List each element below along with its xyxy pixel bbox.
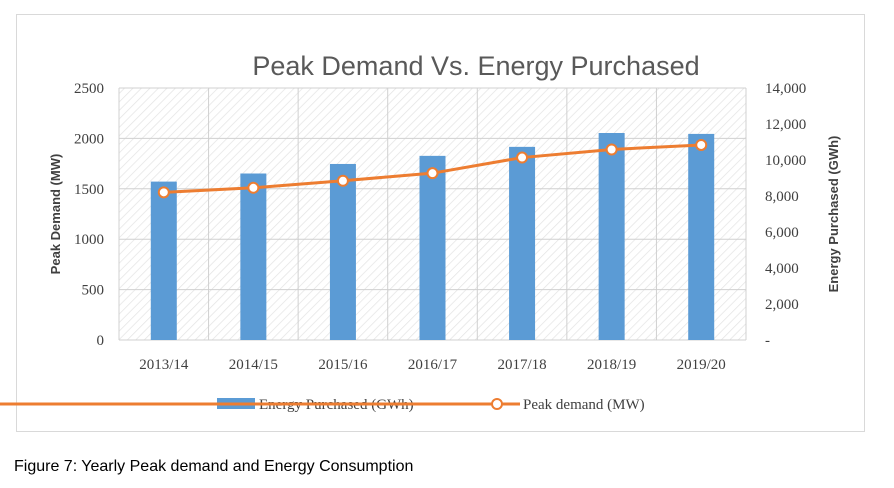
right-tick-label: 14,000 xyxy=(765,81,806,97)
bar-series xyxy=(150,133,715,340)
left-tick-label: 2000 xyxy=(74,131,104,147)
left-tick-label: 0 xyxy=(97,333,105,349)
x-tick-label: 2016/17 xyxy=(408,357,458,373)
left-tick-label: 1500 xyxy=(74,182,104,198)
x-tick-label: 2014/15 xyxy=(229,357,278,373)
left-tick-label: 1000 xyxy=(74,232,104,248)
right-tick-label: 8,000 xyxy=(765,189,799,205)
line-point xyxy=(426,167,439,180)
bar xyxy=(240,173,267,340)
left-tick-label: 2500 xyxy=(74,81,104,97)
right-tick-label: - xyxy=(765,333,770,349)
legend: Energy Purchased (GWh) Peak demand (MW) xyxy=(0,397,645,413)
line-point xyxy=(516,151,529,164)
line-point xyxy=(336,174,349,187)
bar xyxy=(329,163,356,340)
right-tick-label: 6,000 xyxy=(765,225,799,241)
legend-line-marker xyxy=(491,398,503,410)
line-series xyxy=(157,138,708,199)
bar xyxy=(419,155,446,340)
line-point xyxy=(605,143,618,156)
right-tick-label: 4,000 xyxy=(765,261,799,277)
bar xyxy=(509,146,536,340)
x-tick-label: 2017/18 xyxy=(497,357,546,373)
figure-caption: Figure 7: Yearly Peak demand and Energy … xyxy=(14,458,414,475)
x-tick-label: 2013/14 xyxy=(139,357,189,373)
legend-line-label: Peak demand (MW) xyxy=(523,397,645,413)
x-tick-label: 2018/19 xyxy=(587,357,636,373)
bar xyxy=(598,133,625,340)
right-axis-title: Energy Purchased (GWh) xyxy=(826,136,841,293)
left-axis-title: Peak Demand (MW) xyxy=(48,154,63,275)
chart-title: Peak Demand Vs. Energy Purchased xyxy=(252,51,699,81)
bar xyxy=(688,133,715,340)
x-tick-label: 2015/16 xyxy=(318,357,368,373)
right-tick-label: 2,000 xyxy=(765,297,799,313)
right-tick-label: 12,000 xyxy=(765,117,806,133)
bar xyxy=(150,181,177,340)
line-point xyxy=(695,138,708,151)
right-tick-label: 10,000 xyxy=(765,153,806,169)
line-point xyxy=(247,181,260,194)
left-tick-label: 500 xyxy=(82,283,105,299)
left-axis-ticks: 0 500 1000 1500 2000 2500 xyxy=(74,81,104,349)
x-axis-ticks: 2013/14 2014/15 2015/16 2016/17 2017/18 2018/… xyxy=(139,357,726,373)
right-axis-ticks: - 2,000 4,000 6,000 8,000 10,000 12,000 14,000 xyxy=(765,81,806,349)
x-tick-label: 2019/20 xyxy=(677,357,726,373)
line-point xyxy=(157,186,170,199)
